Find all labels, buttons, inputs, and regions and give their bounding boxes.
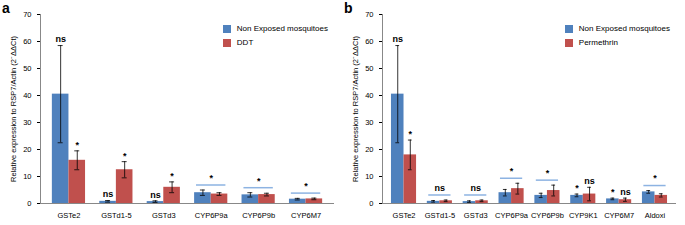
svg-text:CYP6P9a: CYP6P9a	[495, 211, 529, 220]
html-text:Non Exposed mosquitoes: Non Exposed mosquitoes	[578, 24, 670, 33]
svg-text:GSTe2: GSTe2	[57, 211, 80, 220]
svg-text:40: 40	[365, 91, 373, 100]
svg-text:*: *	[653, 173, 657, 183]
svg-text:GSTd1-5: GSTd1-5	[101, 211, 131, 220]
svg-text:60: 60	[23, 37, 31, 46]
svg-text:*: *	[123, 151, 127, 161]
svg-text:*: *	[510, 166, 514, 176]
svg-text:GSTd3: GSTd3	[464, 211, 488, 220]
svg-text:CYP6M7: CYP6M7	[604, 211, 634, 220]
svg-text:ns: ns	[103, 189, 114, 199]
svg-text:Relative expression to RSP7/Ac: Relative expression to RSP7/Actin (2⁻ΔΔC…	[9, 36, 18, 182]
svg-text:50: 50	[23, 64, 31, 73]
svg-text:70: 70	[365, 10, 373, 19]
svg-text:60: 60	[365, 37, 373, 46]
svg-text:ns: ns	[435, 183, 446, 193]
svg-text:30: 30	[365, 118, 373, 127]
html-text:Non Exposed mosquitoes: Non Exposed mosquitoes	[236, 24, 328, 33]
svg-text:ns: ns	[392, 34, 403, 44]
svg-text:*: *	[170, 171, 174, 181]
svg-text:*: *	[257, 176, 261, 186]
svg-text:10: 10	[365, 172, 373, 181]
svg-text:40: 40	[23, 91, 31, 100]
svg-text:70: 70	[23, 10, 31, 19]
svg-text:CYP6P9b: CYP6P9b	[242, 211, 275, 220]
svg-text:CYP6M7: CYP6M7	[291, 211, 321, 220]
svg-text:10: 10	[23, 172, 31, 181]
svg-text:Aldoxi: Aldoxi	[645, 211, 666, 220]
svg-text:0: 0	[27, 199, 31, 208]
svg-text:GSTe2: GSTe2	[393, 211, 416, 220]
svg-text:*: *	[611, 187, 615, 197]
svg-text:*: *	[546, 168, 550, 178]
svg-text:0: 0	[369, 199, 373, 208]
html-text:b: b	[344, 0, 353, 16]
svg-text:*: *	[409, 129, 413, 139]
svg-text:GSTd1-5: GSTd1-5	[425, 211, 455, 220]
svg-text:*: *	[209, 173, 213, 183]
svg-text:CYP6P9b: CYP6P9b	[531, 211, 564, 220]
svg-text:ns: ns	[620, 187, 631, 197]
svg-text:CYP6P9a: CYP6P9a	[195, 211, 229, 220]
svg-text:30: 30	[23, 118, 31, 127]
html-text:Permethrin: Permethrin	[578, 38, 618, 47]
svg-text:ns: ns	[470, 183, 481, 193]
svg-text:CYP9K1: CYP9K1	[569, 211, 598, 220]
svg-text:*: *	[304, 181, 308, 191]
svg-text:*: *	[75, 140, 79, 150]
svg-text:ns: ns	[584, 176, 595, 186]
svg-text:GSTd3: GSTd3	[152, 211, 176, 220]
svg-text:50: 50	[365, 64, 373, 73]
html-text:DDT: DDT	[236, 38, 254, 47]
svg-text:ns: ns	[150, 190, 161, 200]
svg-text:20: 20	[365, 145, 373, 154]
svg-text:Relative expression to RSP7/Ac: Relative expression to RSP7/Actin (2⁻ΔΔC…	[351, 36, 360, 182]
svg-text:*: *	[575, 183, 579, 193]
svg-text:ns: ns	[55, 34, 66, 44]
svg-text:20: 20	[23, 145, 31, 154]
html-text:a: a	[2, 0, 10, 16]
